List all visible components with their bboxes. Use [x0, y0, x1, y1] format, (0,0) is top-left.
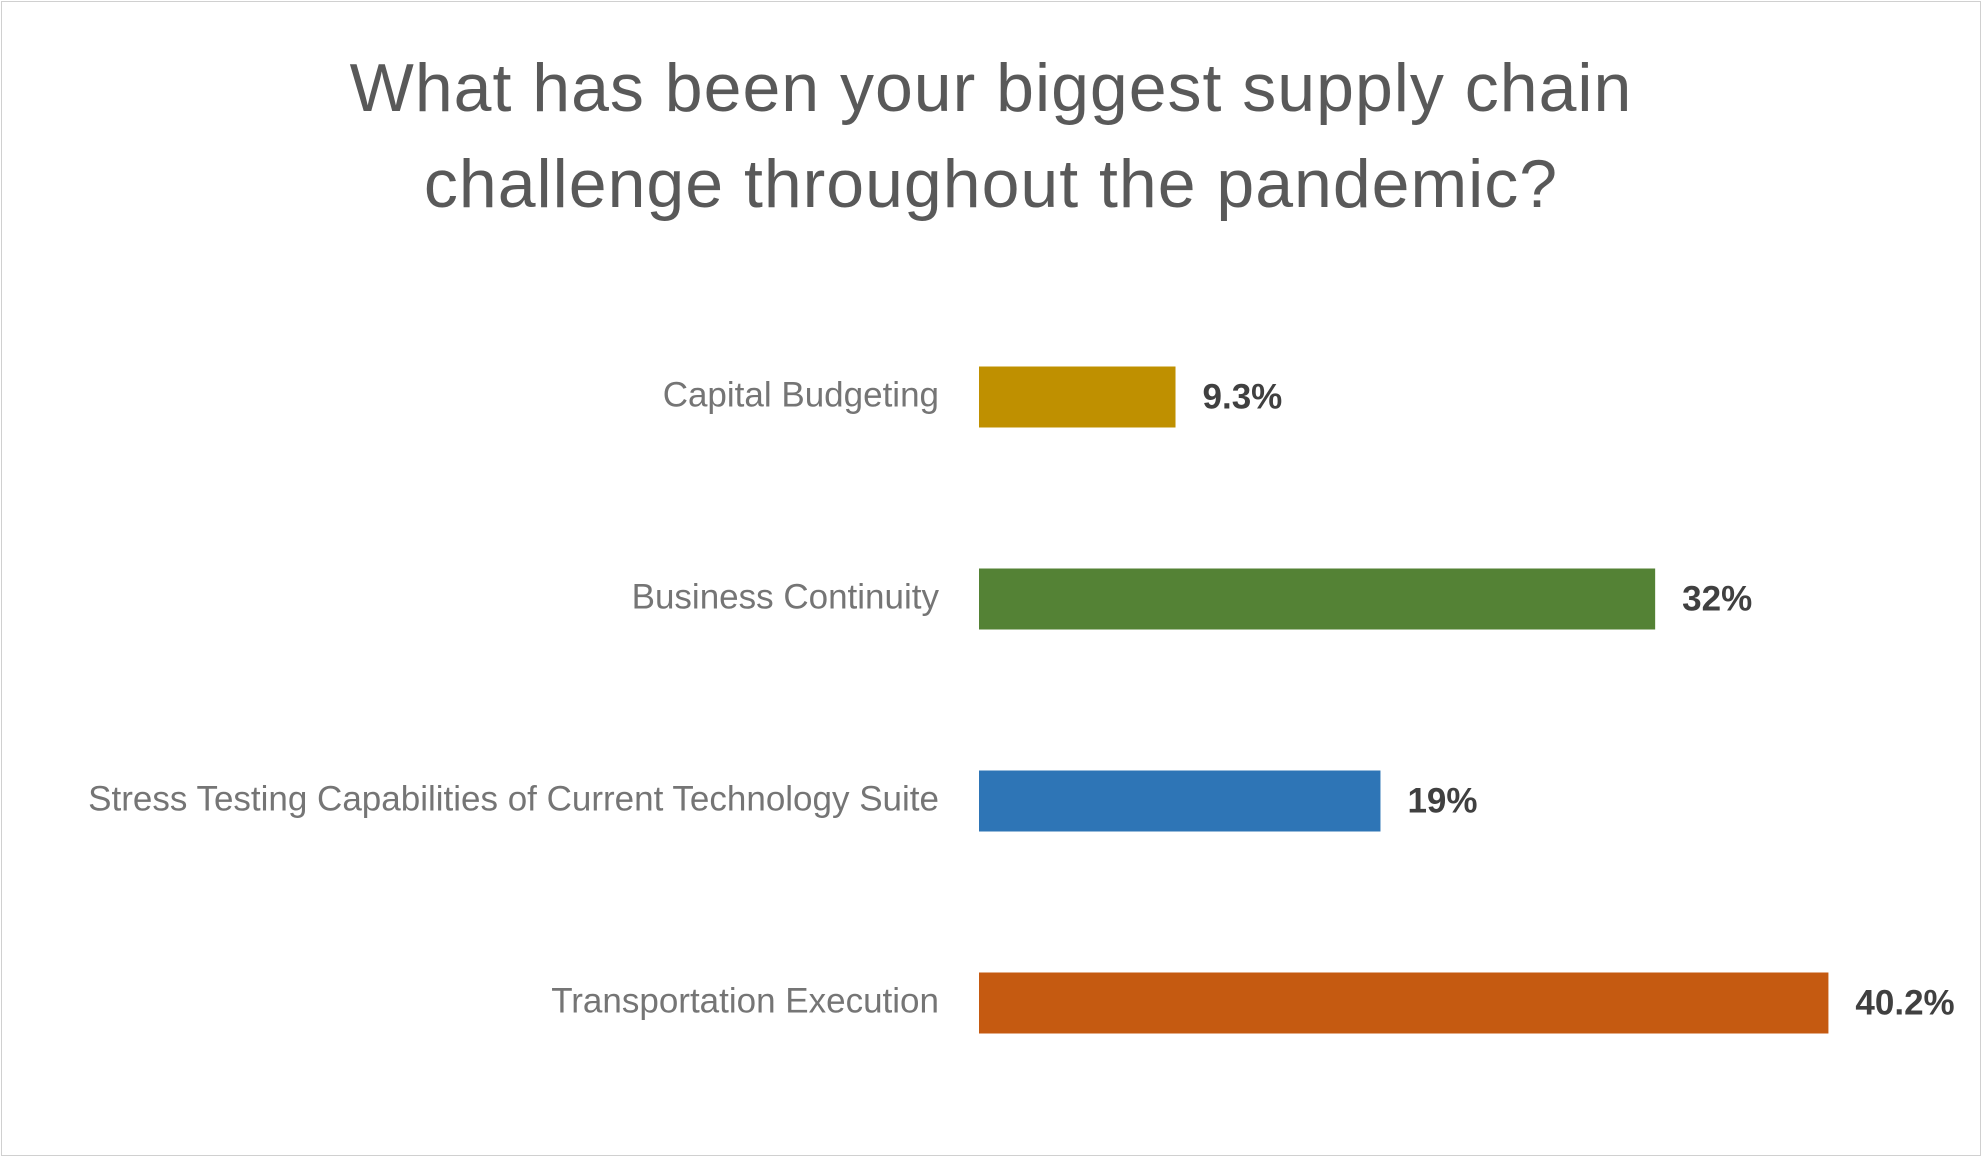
category-label: Capital Budgeting [663, 375, 939, 414]
value-label: 32% [1682, 579, 1752, 618]
bar [979, 972, 1829, 1034]
value-label: 9.3% [1203, 377, 1283, 416]
value-label: 40.2% [1855, 983, 1954, 1022]
category-label: Transportation Execution [551, 981, 939, 1020]
category-label: Stress Testing Capabilities of Current T… [88, 779, 939, 818]
bar [979, 568, 1656, 630]
category-label: Business Continuity [632, 577, 940, 616]
bar [979, 770, 1381, 832]
bar [979, 366, 1176, 428]
chart-title: What has been your biggest supply chain … [349, 50, 1633, 222]
value-label: 19% [1407, 781, 1477, 820]
